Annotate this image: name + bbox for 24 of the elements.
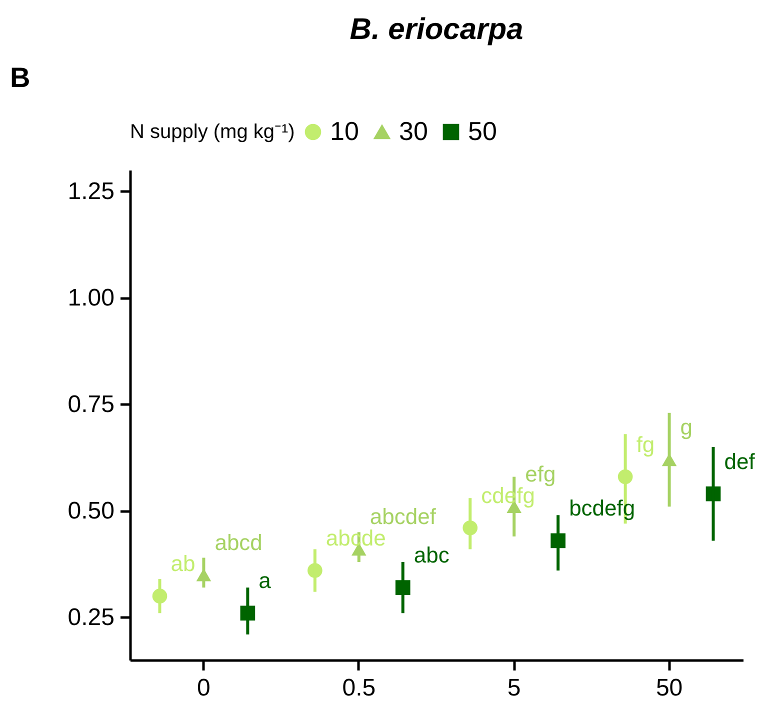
legend-label: 50 (468, 116, 497, 146)
x-tick-label: 50 (656, 674, 683, 702)
legend-label: 10 (330, 116, 359, 146)
data-label: fg (636, 432, 655, 457)
y-tick-label: 1.00 (68, 284, 114, 312)
x-tick-label: 0 (197, 674, 210, 702)
data-label: g (680, 414, 693, 440)
data-label: abcd (214, 530, 262, 555)
y-tick-label: 0.75 (68, 390, 114, 418)
data-label: abc (414, 542, 450, 568)
text: B (10, 62, 30, 93)
chart-title: B. eriocarpa (350, 13, 524, 46)
legend-label: 30 (399, 116, 428, 146)
y-tick-label: 0.25 (68, 604, 114, 631)
legend-title: N supply (mg kg⁻¹) (130, 121, 295, 143)
x-tick-label: 0.5 (342, 674, 376, 702)
data-label: def (724, 448, 756, 474)
y-tick-label: 0.50 (68, 497, 114, 524)
data-label: abcdef (370, 504, 437, 530)
x-tick-label: 5 (507, 674, 521, 702)
data-label: ab (170, 551, 196, 576)
y-tick-label: 1.25 (68, 178, 114, 205)
data-label: a (258, 568, 272, 594)
data-label: efg (525, 462, 556, 487)
